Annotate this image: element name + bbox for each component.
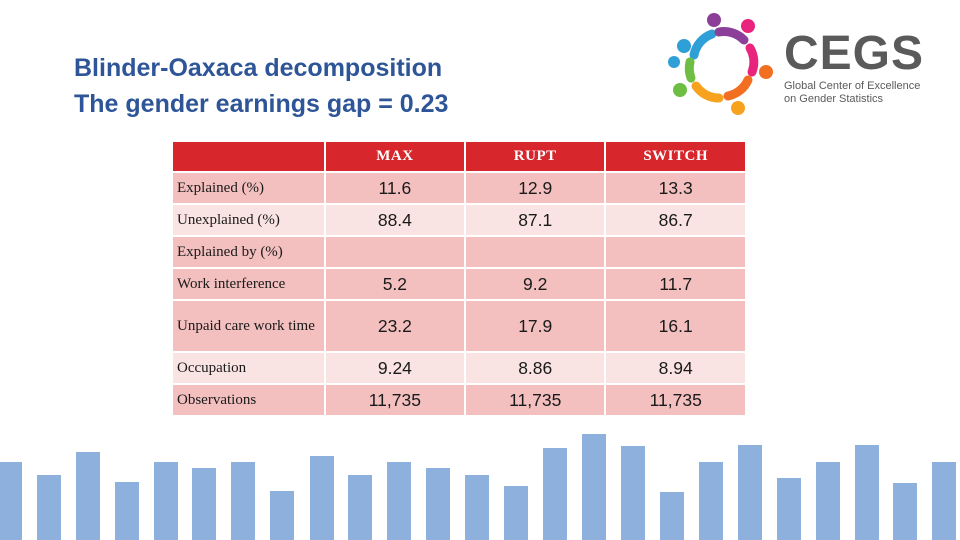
row-label: Occupation bbox=[171, 351, 326, 385]
cell-value bbox=[464, 235, 607, 269]
cell-value: 12.9 bbox=[464, 171, 607, 205]
cell-value: 11.6 bbox=[323, 171, 467, 205]
row-label: Unpaid care work time bbox=[171, 299, 326, 353]
decorative-bar bbox=[0, 462, 22, 540]
header-empty bbox=[171, 140, 326, 173]
cell-value: 11,735 bbox=[464, 383, 607, 417]
cell-value: 16.1 bbox=[604, 299, 747, 353]
cegs-logo: CEGS Global Center of Excellence on Gend… bbox=[664, 10, 944, 125]
table-row: Unpaid care work time 23.2 17.9 16.1 bbox=[171, 299, 747, 353]
cell-value: 9.2 bbox=[464, 267, 607, 301]
decorative-bar bbox=[504, 486, 528, 540]
decorative-bar bbox=[699, 462, 723, 540]
row-label: Explained by (%) bbox=[171, 235, 326, 269]
logo-subtitle-line-1: Global Center of Excellence bbox=[784, 80, 921, 92]
logo-name: CEGS bbox=[784, 27, 925, 80]
table-header-row: MAX RUPT SWITCH bbox=[171, 140, 747, 173]
table-row: Work interference 5.2 9.2 11.7 bbox=[171, 267, 747, 301]
row-label: Observations bbox=[171, 383, 326, 417]
cell-value: 8.86 bbox=[464, 351, 607, 385]
header-max: MAX bbox=[323, 140, 467, 173]
cell-value: 11,735 bbox=[604, 383, 747, 417]
logo-subtitle-line-2: on Gender Statistics bbox=[784, 93, 884, 105]
cell-value: 23.2 bbox=[323, 299, 467, 353]
decorative-bar bbox=[816, 462, 840, 540]
decorative-bar bbox=[387, 462, 411, 540]
logo-subtitle: Global Center of Excellence on Gender St… bbox=[784, 80, 954, 106]
cell-value: 87.1 bbox=[464, 203, 607, 237]
row-label: Work interference bbox=[171, 267, 326, 301]
row-label: Unexplained (%) bbox=[171, 203, 326, 237]
cell-value: 11.7 bbox=[604, 267, 747, 301]
decorative-bar bbox=[310, 456, 334, 540]
cell-value: 5.2 bbox=[323, 267, 467, 301]
table-row: Explained (%) 11.6 12.9 13.3 bbox=[171, 171, 747, 205]
table-row: Explained by (%) bbox=[171, 235, 747, 269]
header-switch: SWITCH bbox=[604, 140, 747, 173]
cell-value bbox=[604, 235, 747, 269]
slide-title: Blinder-Oaxaca decomposition The gender … bbox=[74, 50, 448, 122]
row-label: Explained (%) bbox=[171, 171, 326, 205]
cell-value: 13.3 bbox=[604, 171, 747, 205]
decorative-bar bbox=[621, 446, 645, 540]
decomposition-table: MAX RUPT SWITCH Explained (%) 11.6 12.9 … bbox=[171, 140, 747, 417]
decorative-bar bbox=[192, 468, 216, 540]
cell-value: 88.4 bbox=[323, 203, 467, 237]
decorative-bar bbox=[154, 462, 178, 540]
decorative-bar bbox=[348, 475, 372, 540]
cell-value: 11,735 bbox=[323, 383, 467, 417]
decorative-bar bbox=[115, 482, 139, 540]
decorative-bar bbox=[426, 468, 450, 540]
decorative-bar bbox=[738, 445, 762, 540]
decorative-bar bbox=[582, 434, 606, 540]
decorative-bar bbox=[76, 452, 100, 540]
decorative-bar bbox=[932, 462, 956, 540]
decorative-bar bbox=[777, 478, 801, 540]
title-line-1: Blinder-Oaxaca decomposition bbox=[74, 54, 443, 82]
cell-value: 86.7 bbox=[604, 203, 747, 237]
table-row: Unexplained (%) 88.4 87.1 86.7 bbox=[171, 203, 747, 237]
title-line-2: The gender earnings gap = 0.23 bbox=[74, 90, 449, 118]
decorative-bar bbox=[37, 475, 61, 540]
table-row: Observations 11,735 11,735 11,735 bbox=[171, 383, 747, 417]
decorative-bar bbox=[855, 445, 879, 540]
people-circle-icon bbox=[668, 13, 773, 115]
decorative-bar bbox=[465, 475, 489, 540]
header-rupt: RUPT bbox=[464, 140, 607, 173]
cell-value: 17.9 bbox=[464, 299, 607, 353]
decorative-bar bbox=[270, 491, 294, 540]
cell-value bbox=[323, 235, 467, 269]
cell-value: 9.24 bbox=[323, 351, 467, 385]
decorative-bar bbox=[543, 448, 567, 540]
decorative-bar bbox=[660, 492, 684, 540]
decorative-bar bbox=[231, 462, 255, 540]
cell-value: 8.94 bbox=[604, 351, 747, 385]
decorative-bar bbox=[893, 483, 917, 540]
table-row: Occupation 9.24 8.86 8.94 bbox=[171, 351, 747, 385]
